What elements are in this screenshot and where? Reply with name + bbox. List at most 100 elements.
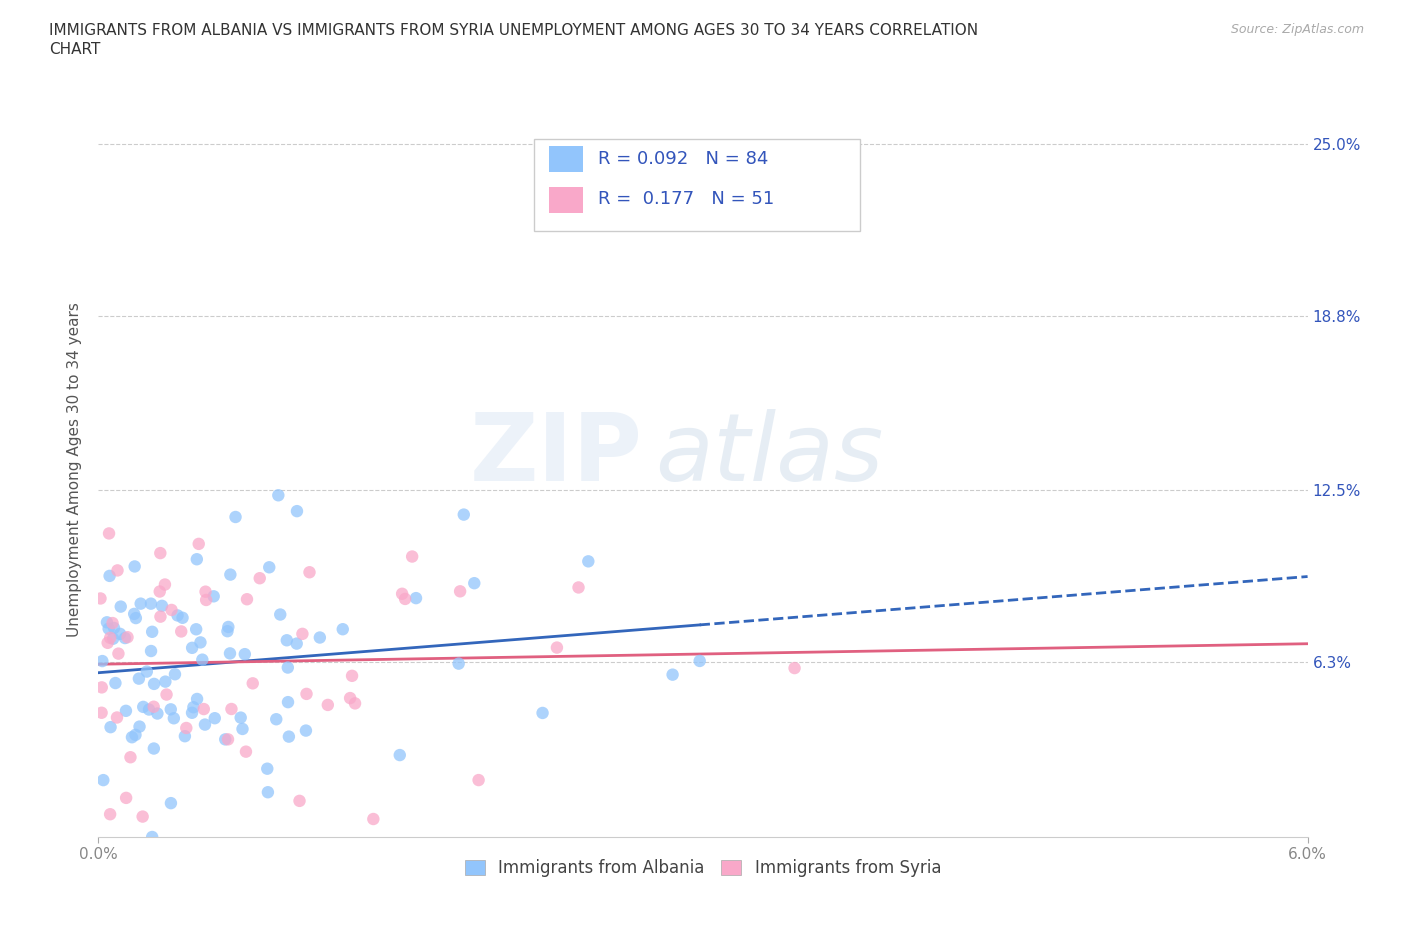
- Point: [150, 598, 173, 613]
- Point: [117, 630, 139, 644]
- Point: [132, 699, 155, 714]
- Point: [256, 762, 278, 777]
- Point: [103, 620, 125, 635]
- Point: [142, 741, 165, 756]
- Point: [221, 701, 243, 716]
- Point: [186, 692, 208, 707]
- FancyBboxPatch shape: [534, 139, 860, 231]
- Point: [242, 676, 264, 691]
- Point: [160, 603, 183, 618]
- Point: [531, 706, 554, 721]
- Point: [285, 636, 308, 651]
- Text: atlas: atlas: [655, 409, 883, 500]
- Point: [236, 591, 259, 606]
- Point: [689, 654, 711, 669]
- Point: [172, 610, 194, 625]
- Point: [257, 785, 280, 800]
- Point: [463, 576, 485, 591]
- Point: [139, 644, 162, 658]
- Legend: Immigrants from Albania, Immigrants from Syria: Immigrants from Albania, Immigrants from…: [458, 853, 948, 884]
- Point: [142, 699, 165, 714]
- Bar: [550, 187, 583, 213]
- Point: [264, 711, 287, 726]
- Point: [194, 717, 217, 732]
- Text: R = 0.092   N = 84: R = 0.092 N = 84: [598, 150, 768, 168]
- Point: [91, 773, 114, 788]
- Point: [661, 667, 683, 682]
- Point: [295, 686, 318, 701]
- Point: [332, 622, 354, 637]
- Point: [160, 796, 183, 811]
- Point: [391, 586, 413, 601]
- Point: [128, 719, 150, 734]
- Point: [110, 599, 132, 614]
- Point: [170, 624, 193, 639]
- Point: [363, 812, 385, 827]
- Point: [97, 635, 120, 650]
- Point: [155, 687, 177, 702]
- Point: [316, 698, 339, 712]
- Point: [277, 660, 299, 675]
- Point: [122, 606, 145, 621]
- Point: [267, 488, 290, 503]
- Point: [105, 711, 128, 725]
- Point: [344, 696, 367, 711]
- Point: [339, 691, 361, 706]
- Point: [101, 631, 124, 646]
- Point: [235, 744, 257, 759]
- Point: [453, 507, 475, 522]
- Point: [259, 560, 281, 575]
- Point: [401, 549, 423, 564]
- Text: ZIP: ZIP: [470, 409, 643, 501]
- Point: [176, 721, 198, 736]
- Point: [125, 611, 148, 626]
- Point: [159, 702, 181, 717]
- Point: [576, 554, 599, 569]
- Point: [190, 635, 212, 650]
- Point: [129, 596, 152, 611]
- Point: [195, 592, 218, 607]
- Point: [124, 559, 146, 574]
- Point: [467, 773, 489, 788]
- Point: [186, 551, 208, 566]
- Text: R =  0.177   N = 51: R = 0.177 N = 51: [598, 191, 775, 208]
- Point: [149, 584, 172, 599]
- Point: [104, 675, 127, 690]
- Point: [277, 729, 299, 744]
- Point: [97, 621, 120, 636]
- Point: [285, 504, 308, 519]
- Point: [449, 584, 471, 599]
- Point: [219, 646, 242, 661]
- Point: [405, 591, 427, 605]
- Point: [340, 669, 363, 684]
- Point: [115, 703, 138, 718]
- Point: [567, 580, 589, 595]
- Point: [447, 657, 470, 671]
- Point: [214, 732, 236, 747]
- Point: [546, 640, 568, 655]
- Point: [193, 701, 215, 716]
- Point: [173, 729, 195, 744]
- Point: [163, 711, 186, 725]
- Point: [276, 632, 298, 647]
- Point: [89, 591, 111, 606]
- Point: [194, 584, 217, 599]
- Point: [233, 646, 256, 661]
- Point: [187, 537, 209, 551]
- Point: [249, 571, 271, 586]
- Point: [217, 624, 239, 639]
- Point: [98, 807, 121, 822]
- Point: [141, 830, 163, 844]
- Point: [98, 526, 121, 541]
- Point: [295, 724, 318, 738]
- Point: [96, 615, 118, 630]
- Point: [98, 631, 121, 645]
- Text: IMMIGRANTS FROM ALBANIA VS IMMIGRANTS FROM SYRIA UNEMPLOYMENT AMONG AGES 30 TO 3: IMMIGRANTS FROM ALBANIA VS IMMIGRANTS FR…: [49, 23, 979, 38]
- Point: [186, 622, 208, 637]
- Point: [298, 565, 321, 579]
- Point: [90, 705, 112, 720]
- Point: [114, 631, 136, 645]
- Point: [204, 711, 226, 725]
- Point: [146, 706, 169, 721]
- Point: [124, 727, 146, 742]
